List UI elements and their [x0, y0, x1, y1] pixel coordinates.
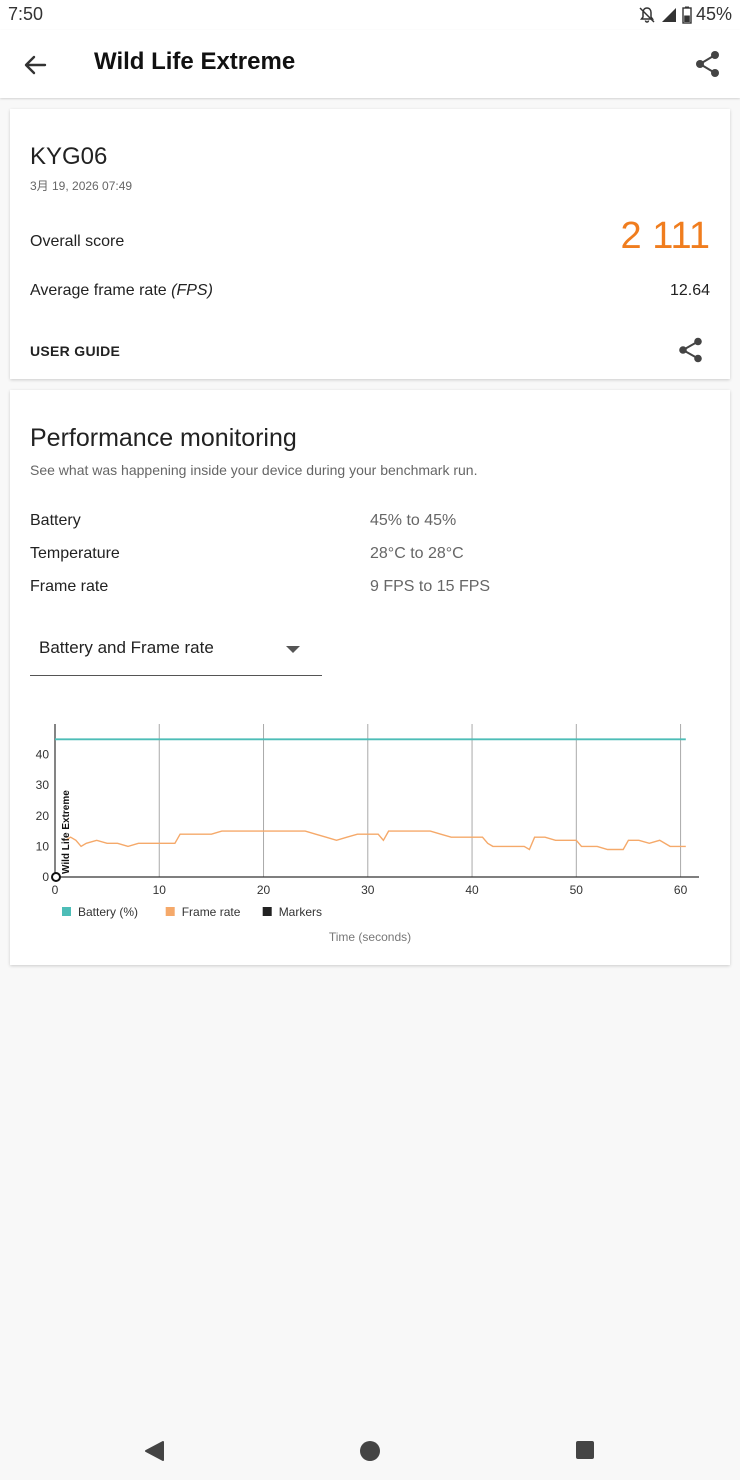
stat-framerate-value: 9 FPS to 15 FPS [370, 578, 491, 595]
back-arrow-icon[interactable] [20, 50, 50, 80]
chart-grid [158, 724, 682, 877]
mute-icon [639, 6, 655, 23]
chart-legend: Battery (%) Frame rate Markers [62, 905, 322, 919]
chart-x-tick-label: 60 [674, 883, 688, 897]
chart-series [55, 738, 686, 851]
chart-x-tick-label: 0 [52, 883, 59, 897]
legend-swatch [262, 907, 272, 916]
legend-swatch [165, 907, 175, 916]
stat-battery-label: Battery [30, 512, 81, 529]
legend-label: Markers [279, 905, 322, 919]
chart-x-tick-label: 30 [361, 883, 375, 897]
avg-fps-value: 12.64 [669, 282, 710, 299]
performance-title: Performance monitoring [30, 424, 297, 452]
chart-axes: 0 10 20 30 40 50 60 0 10 20 30 40 [36, 724, 699, 897]
legend-swatch [62, 907, 71, 916]
app-bar: Wild Life Extreme [0, 30, 740, 98]
overall-score-label: Overall score [30, 233, 125, 250]
status-bar: 7:50 45% [0, 0, 740, 30]
avg-fps-label: Average frame rate (FPS) [30, 282, 213, 300]
status-time: 7:50 [8, 4, 44, 24]
nav-back-icon[interactable] [143, 1440, 165, 1462]
battery-percent: 45% [695, 4, 732, 24]
chart-marker-dot [51, 872, 61, 882]
avg-fps-unit: (FPS) [171, 282, 213, 299]
signal-icon [661, 7, 676, 22]
chart-y-tick-label: 0 [42, 870, 49, 884]
chart-marker-label: Wild Life Extreme [61, 790, 72, 874]
stat-framerate-label: Frame rate [30, 578, 109, 595]
stat-temperature-label: Temperature [30, 545, 120, 562]
chart-x-tick-label: 50 [570, 883, 584, 897]
legend-label: Battery (%) [78, 905, 138, 919]
device-name: KYG06 [30, 143, 108, 170]
overall-score-value: 2 111 [620, 215, 710, 257]
chart-x-tick-label: 20 [257, 883, 271, 897]
performance-chart: 0 10 20 30 40 50 60 0 10 20 30 40 Wild Life Extreme… [36, 724, 699, 944]
chart-series-line [65, 830, 686, 851]
result-date: 3月 19, 2026 07:49 [30, 179, 133, 193]
chart-type-dropdown[interactable]: Battery and Frame rate [30, 624, 322, 676]
chart-y-tick-label: 10 [36, 839, 50, 853]
status-icons: 45% [638, 4, 732, 25]
chart-x-axis-label: Time (seconds) [329, 930, 411, 944]
chart-x-tick-label: 40 [465, 883, 479, 897]
result-share-icon[interactable] [678, 337, 704, 363]
stat-battery-value: 45% to 45% [370, 512, 457, 529]
dropdown-selected-value: Battery and Frame rate [39, 638, 214, 657]
battery-icon [682, 6, 692, 24]
navigation-bar [0, 1420, 740, 1480]
legend-label: Frame rate [182, 905, 241, 919]
chart-marker: Wild Life Extreme [51, 790, 72, 882]
performance-subtitle: See what was happening inside your devic… [30, 462, 478, 478]
share-icon[interactable] [694, 50, 722, 78]
stat-temperature-value: 28°C to 28°C [370, 545, 464, 562]
chart-x-tick-label: 10 [153, 883, 167, 897]
page-title: Wild Life Extreme [94, 48, 296, 75]
chart-y-tick-label: 30 [36, 778, 50, 792]
performance-card: Performance monitoring See what was happ… [10, 390, 730, 965]
avg-fps-label-text: Average frame rate [30, 282, 167, 299]
user-guide-button[interactable]: USER GUIDE [30, 343, 121, 359]
result-card: KYG06 3月 19, 2026 07:49 Overall score 2 … [10, 109, 730, 379]
recents-icon[interactable] [575, 1440, 595, 1460]
chart-y-tick-label: 20 [36, 809, 50, 823]
dropdown-arrow-icon [286, 646, 300, 653]
chart-y-tick-label: 40 [36, 748, 50, 762]
home-icon[interactable] [359, 1440, 381, 1462]
